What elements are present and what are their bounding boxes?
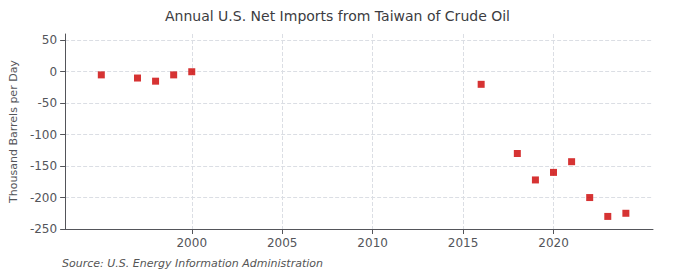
svg-text:Annual U.S. Net Imports from T: Annual U.S. Net Imports from Taiwan of C… <box>165 8 510 24</box>
svg-text:-150: -150 <box>30 159 57 173</box>
svg-text:Source: U.S. Energy Informatio: Source: U.S. Energy Information Administ… <box>62 257 323 270</box>
svg-text:-250: -250 <box>30 222 57 236</box>
svg-text:50: 50 <box>42 33 57 47</box>
svg-text:Thousand Barrels per Day: Thousand Barrels per Day <box>7 60 20 204</box>
svg-text:2000: 2000 <box>176 236 207 250</box>
svg-text:-200: -200 <box>30 191 57 205</box>
svg-text:2005: 2005 <box>267 236 298 250</box>
svg-text:2010: 2010 <box>357 236 388 250</box>
svg-text:2015: 2015 <box>448 236 479 250</box>
svg-text:2020: 2020 <box>538 236 569 250</box>
svg-text:-100: -100 <box>30 128 57 142</box>
svg-text:0: 0 <box>49 65 57 79</box>
svg-text:-50: -50 <box>38 96 58 110</box>
